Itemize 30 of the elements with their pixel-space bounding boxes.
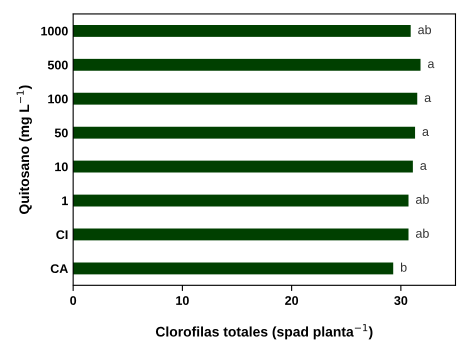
data-label: a <box>420 163 427 170</box>
y-axis-title: Quitosano (mg L$^{−1}$) <box>16 85 32 214</box>
y-tick-label: 10 <box>55 162 68 172</box>
bar <box>73 262 394 274</box>
data-label: a <box>424 95 432 102</box>
data-label: ab <box>416 194 429 204</box>
bar <box>73 228 409 240</box>
data-label: a <box>428 61 434 68</box>
y-tick-label: 100 <box>48 94 68 104</box>
bar <box>73 160 413 173</box>
x-tick-label: 0 <box>70 296 76 305</box>
data-label: ab <box>416 228 429 238</box>
x-axis-title: Clorofilas totales (spad planta$^{−1}$) <box>156 324 372 340</box>
x-tick-label: 30 <box>394 296 408 305</box>
y-tick-label: 1000 <box>41 26 68 36</box>
bar <box>73 58 421 71</box>
x-tick-label: 20 <box>285 296 298 305</box>
bar <box>73 126 416 139</box>
y-tick-label: 500 <box>48 60 68 70</box>
y-tick-label: CI <box>56 230 68 240</box>
y-tick-label: 50 <box>54 128 68 138</box>
data-label: a <box>422 129 429 136</box>
x-tick-label: 10 <box>176 296 189 305</box>
data-label: b <box>400 262 407 272</box>
y-tick-label: CA <box>50 264 68 274</box>
bar <box>73 194 409 206</box>
bar <box>73 92 418 105</box>
data-label: ab <box>418 25 432 34</box>
bar <box>73 24 411 37</box>
y-tick-label: 1 <box>62 196 68 206</box>
